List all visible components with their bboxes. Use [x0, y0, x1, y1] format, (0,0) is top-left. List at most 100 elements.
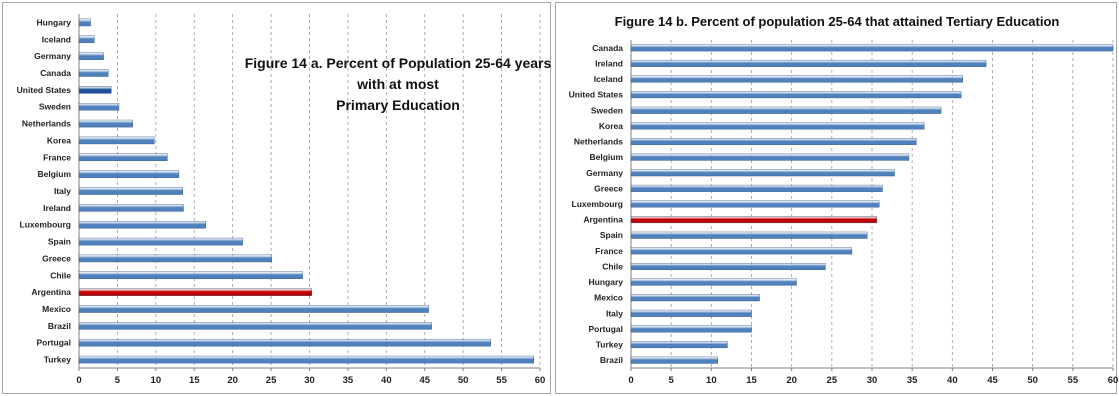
primary-bar-spain	[78, 237, 243, 246]
tertiary-bar-mexico	[630, 294, 760, 302]
tertiary-bar-brazil	[630, 356, 718, 364]
tertiary-x-tick-label: 15	[746, 375, 757, 386]
tertiary-bar-korea	[630, 122, 925, 130]
tertiary-category-label: Chile	[602, 261, 623, 271]
tertiary-education-chart: 0 5 10 15 20 25 30 35 40 45 50 55 60 Canada Ireland Ice…	[569, 40, 1118, 386]
tertiary-x-tick-label: 0	[628, 375, 633, 386]
chart-title-primary-line-1: Figure 14 a. Percent of Population 25-64…	[244, 55, 552, 71]
tertiary-category-label: Germany	[586, 168, 623, 178]
tertiary-category-label: Hungary	[589, 277, 624, 287]
primary-x-tick-label: 30	[304, 375, 315, 386]
primary-bar-ireland	[78, 204, 184, 212]
primary-category-label: Argentina	[31, 287, 71, 297]
primary-category-label: Spain	[48, 237, 71, 247]
tertiary-category-label: Spain	[600, 230, 623, 240]
tertiary-bar-luxembourg	[630, 200, 880, 208]
primary-category-label: Sweden	[39, 102, 71, 112]
primary-category-label: United States	[17, 85, 72, 95]
primary-x-tick-label: 45	[419, 375, 430, 386]
primary-bar-sweden	[78, 102, 120, 111]
tertiary-x-tick-label: 45	[987, 375, 998, 386]
tertiary-category-label: Brazil	[600, 355, 623, 365]
primary-bar-canada	[78, 69, 109, 77]
primary-bar-france	[78, 153, 168, 162]
chart-title-tertiary: Figure 14 b. Percent of population 25-64…	[614, 14, 1060, 29]
primary-bar-chile	[78, 271, 303, 280]
tertiary-category-label: Greece	[594, 183, 623, 193]
tertiary-category-label: Korea	[599, 121, 623, 131]
primary-category-label: Korea	[47, 135, 71, 145]
primary-bar-portugal	[78, 338, 492, 347]
primary-x-tick-label: 10	[151, 375, 162, 386]
primary-bar-italy	[78, 187, 183, 195]
primary-category-label: Chile	[50, 270, 71, 280]
tertiary-x-tick-label: 20	[786, 375, 797, 386]
tertiary-category-label: Sweden	[591, 105, 623, 115]
tertiary-bar-spain	[630, 231, 868, 239]
primary-bar-netherlands	[78, 119, 133, 128]
tertiary-category-label: France	[595, 246, 623, 256]
chart-panel-primary: 0 5 10 15 20 25 30 35 40 45 50 55 60 Hungary Iceland Ge…	[2, 2, 551, 394]
primary-bar-united-states	[78, 86, 112, 94]
tertiary-x-tick-label: 30	[867, 375, 878, 386]
tertiary-bar-netherlands	[630, 138, 917, 146]
tertiary-x-tick-label: 55	[1068, 375, 1079, 386]
primary-education-chart: 0 5 10 15 20 25 30 35 40 45 50 55 60 Hungary Iceland Ge…	[17, 14, 546, 386]
tertiary-bar-chile	[630, 262, 826, 270]
primary-bar-greece	[78, 254, 273, 263]
primary-bar-belgium	[78, 170, 180, 178]
primary-category-label: Netherlands	[22, 119, 71, 129]
tertiary-bar-turkey	[630, 341, 728, 349]
tertiary-x-tick-label: 40	[947, 375, 958, 386]
primary-category-label: Mexico	[42, 304, 71, 314]
primary-category-label: Italy	[54, 186, 71, 196]
primary-category-label: France	[43, 152, 71, 162]
primary-x-tick-label: 5	[115, 375, 121, 386]
tertiary-bar-hungary	[630, 278, 797, 286]
tertiary-category-label: Belgium	[589, 152, 623, 162]
tertiary-bar-belgium	[630, 153, 910, 161]
tertiary-x-tick-label: 25	[827, 375, 838, 386]
primary-x-tick-label: 60	[535, 375, 546, 386]
primary-category-label: Luxembourg	[20, 220, 71, 230]
chart-title-primary: Figure 14 a. Percent of Population 25-64…	[243, 53, 553, 116]
tertiary-category-label: Argentina	[583, 215, 623, 225]
primary-category-label: Brazil	[48, 321, 71, 331]
primary-bar-iceland	[78, 35, 95, 44]
primary-x-tick-label: 15	[189, 375, 200, 386]
primary-bar-luxembourg	[78, 220, 206, 229]
primary-x-tick-label: 50	[458, 375, 469, 386]
primary-category-label: Canada	[40, 68, 71, 78]
primary-bar-korea	[78, 136, 155, 145]
primary-category-label: Germany	[34, 51, 71, 61]
primary-x-tick-label: 20	[227, 375, 238, 386]
tertiary-category-label: Canada	[592, 43, 623, 53]
primary-x-tick-label: 40	[381, 375, 392, 386]
tertiary-bar-canada	[630, 44, 1114, 52]
primary-x-tick-label: 55	[496, 375, 507, 386]
tertiary-category-label: Italy	[606, 308, 623, 318]
tertiary-x-tick-label: 35	[907, 375, 918, 386]
tertiary-bar-sweden	[630, 106, 942, 114]
chart-title-primary-line-2: with at most	[357, 76, 439, 92]
tertiary-x-tick-label: 50	[1027, 375, 1038, 386]
tertiary-bar-france	[630, 247, 853, 255]
tertiary-category-label: Iceland	[594, 74, 623, 84]
tertiary-category-label: Turkey	[596, 340, 624, 350]
tertiary-x-tick-label: 60	[1108, 375, 1118, 386]
tertiary-x-tick-label: 5	[669, 375, 675, 386]
primary-bar-turkey	[78, 355, 535, 364]
primary-bar-hungary	[78, 18, 91, 27]
tertiary-x-tick-label: 10	[706, 375, 717, 386]
primary-bar-mexico	[78, 305, 429, 313]
tertiary-category-label: Ireland	[595, 58, 623, 68]
chart-title-primary-line-3: Primary Education	[336, 97, 460, 113]
primary-category-label: Greece	[42, 253, 71, 263]
primary-category-label: Ireland	[43, 203, 71, 213]
tertiary-bar-ireland	[630, 59, 987, 67]
primary-bar-brazil	[78, 322, 432, 330]
tertiary-bar-united-states	[630, 91, 962, 99]
primary-x-tick-label: 25	[266, 375, 277, 386]
primary-category-label: Portugal	[37, 338, 71, 348]
primary-category-label: Iceland	[42, 34, 71, 44]
